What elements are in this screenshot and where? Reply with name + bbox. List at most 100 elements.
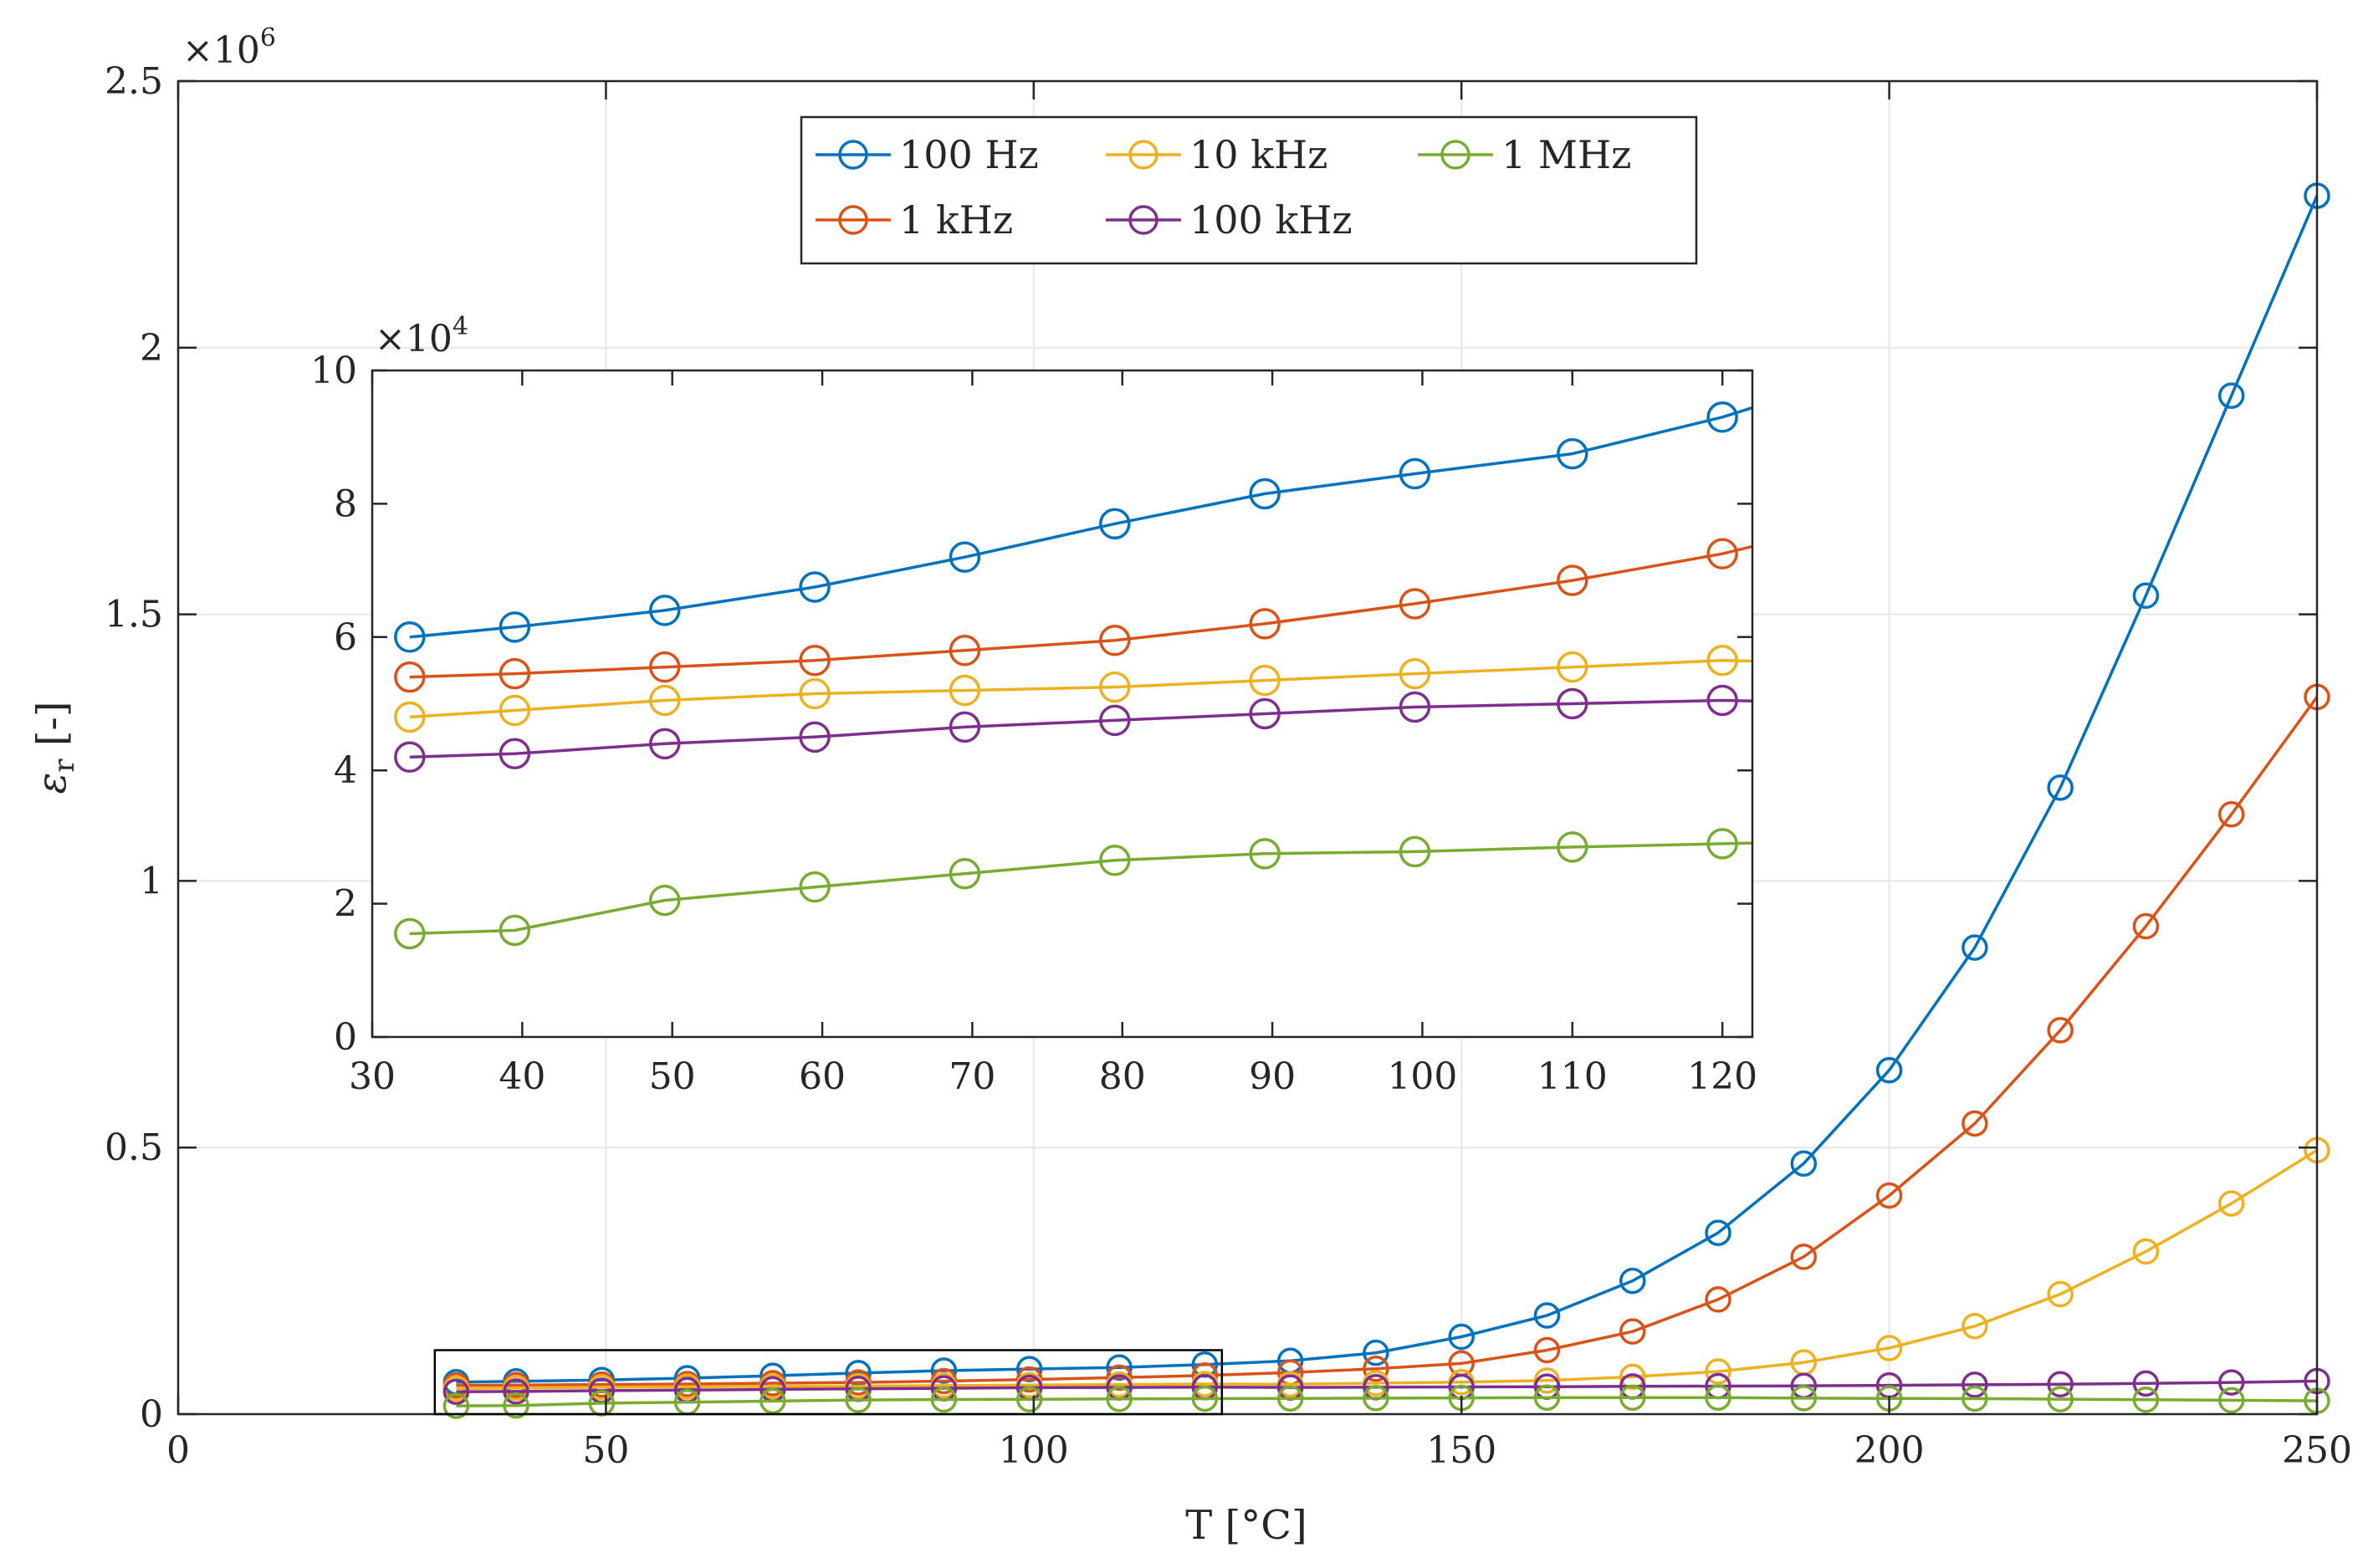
inset-point-1-khz bbox=[1099, 625, 1131, 656]
main-point-1-mhz bbox=[1619, 1384, 1646, 1411]
inset-point-100-khz bbox=[1249, 697, 1281, 730]
inset-ticks: 30 40 50 60 70 80 90 100 110 120 0 2 4 6 8 10 bbox=[310, 350, 1757, 1098]
main-y-tick-label: 0 bbox=[140, 1393, 163, 1436]
main-series-1-mhz bbox=[442, 1384, 2330, 1419]
inset-series-group bbox=[394, 401, 1753, 950]
inset-point-1-mhz bbox=[394, 917, 426, 950]
main-point-1-mhz bbox=[1015, 1386, 1043, 1413]
main-point-100-hz bbox=[1106, 1354, 1133, 1381]
main-point-10-khz bbox=[1533, 1367, 1561, 1394]
legend-item-100-hz: 100 Hz bbox=[816, 132, 1039, 177]
inset-point-10-khz bbox=[1706, 644, 1738, 677]
main-axes-box bbox=[176, 79, 2319, 1416]
inset-point-1-khz bbox=[499, 657, 531, 690]
main-point-10-khz bbox=[2047, 1280, 2074, 1308]
inset-point-10-khz bbox=[1249, 664, 1281, 697]
legend-label: 1 MHz bbox=[1501, 132, 1631, 177]
inset-x-tick-label: 30 bbox=[349, 1055, 396, 1098]
inset-point-1-mhz bbox=[1399, 835, 1431, 868]
inset-x-tick-label: 50 bbox=[649, 1055, 696, 1098]
main-point-100-hz bbox=[1533, 1302, 1561, 1329]
inset-point-10-khz bbox=[648, 684, 681, 717]
inset-point-10-khz bbox=[949, 674, 981, 707]
main-y-tick-label: 1 bbox=[140, 860, 163, 902]
inset-series-100-hz bbox=[394, 401, 1753, 653]
zoom-region-box bbox=[433, 1349, 1224, 1416]
main-x-tick-label: 100 bbox=[999, 1429, 1069, 1472]
main-point-1-khz bbox=[1961, 1110, 1988, 1137]
main-y-exponent: ×106 bbox=[182, 23, 276, 72]
inset-x-tick-label: 120 bbox=[1687, 1055, 1757, 1098]
main-point-1-mhz bbox=[2132, 1387, 2160, 1413]
main-point-1-khz bbox=[2047, 1017, 2074, 1044]
inset-point-1-mhz bbox=[1099, 845, 1131, 876]
main-point-100-hz bbox=[1705, 1219, 1731, 1246]
inset-point-10-khz bbox=[499, 694, 531, 727]
inset-point-100-hz bbox=[949, 541, 981, 573]
main-point-1-mhz bbox=[442, 1392, 470, 1419]
inset-point-100-hz bbox=[1249, 478, 1281, 510]
main-point-100-hz bbox=[1790, 1150, 1818, 1177]
legend-label: 10 kHz bbox=[1189, 132, 1327, 177]
main-point-10-khz bbox=[2217, 1190, 2245, 1217]
legend-label: 1 kHz bbox=[899, 197, 1013, 243]
main-point-10-khz bbox=[1875, 1335, 1903, 1361]
inset-y-tick-label: 0 bbox=[334, 1016, 357, 1059]
legend-box bbox=[800, 115, 1698, 265]
inset-point-1-khz bbox=[394, 661, 426, 693]
legend-item-10-khz: 10 kHz bbox=[1106, 132, 1327, 177]
inset-point-100-hz bbox=[394, 621, 426, 653]
main-point-1-mhz bbox=[1961, 1385, 1988, 1412]
inset-point-1-mhz bbox=[499, 914, 531, 947]
main-line-1-khz bbox=[456, 696, 2319, 1387]
main-point-100-khz bbox=[2047, 1371, 2074, 1398]
inset-point-100-hz bbox=[1557, 437, 1588, 470]
inset-point-1-mhz bbox=[1706, 828, 1738, 860]
inset-point-100-hz bbox=[1399, 457, 1431, 490]
legend-marker bbox=[1440, 140, 1470, 170]
main-y-axis-label: εr [-] bbox=[28, 702, 81, 794]
inset-point-100-khz bbox=[648, 728, 681, 760]
main-x-axis-label: T [°C] bbox=[1185, 1502, 1307, 1549]
inset-point-1-mhz bbox=[949, 857, 981, 890]
inset-point-100-khz bbox=[799, 721, 831, 753]
inset-line-100-khz bbox=[409, 698, 1753, 759]
legend-item-1-khz: 1 kHz bbox=[816, 197, 1013, 243]
main-y-tick-label: 1.5 bbox=[105, 594, 163, 636]
inset-x-tick-label: 100 bbox=[1387, 1055, 1457, 1098]
legend-item-100-khz: 100 kHz bbox=[1106, 197, 1353, 243]
inset-line-10-khz bbox=[409, 658, 1753, 719]
inset-point-1-khz bbox=[1399, 588, 1431, 620]
main-point-1-khz bbox=[1619, 1318, 1646, 1345]
main-y-tick-label: 2.5 bbox=[105, 60, 163, 103]
inset-point-100-khz bbox=[1399, 691, 1431, 723]
main-point-1-mhz bbox=[1790, 1385, 1818, 1412]
inset-x-tick-label: 70 bbox=[949, 1055, 995, 1098]
inset-x-tick-label: 110 bbox=[1537, 1055, 1608, 1098]
main-point-100-hz bbox=[1875, 1056, 1903, 1084]
inset-point-1-khz bbox=[799, 644, 831, 677]
main-point-1-mhz bbox=[930, 1386, 958, 1413]
main-point-1-mhz bbox=[1363, 1385, 1389, 1412]
main-point-100-khz bbox=[503, 1378, 529, 1405]
inset-point-10-khz bbox=[1099, 671, 1131, 703]
main-point-1-mhz bbox=[1276, 1385, 1304, 1412]
inset-series-10-khz bbox=[394, 644, 1753, 733]
inset-line-1-khz bbox=[409, 544, 1753, 679]
inset-series-1-khz bbox=[394, 538, 1753, 693]
inset-point-1-mhz bbox=[1557, 831, 1588, 863]
inset-point-1-khz bbox=[949, 634, 981, 667]
inset-x-tick-label: 90 bbox=[1249, 1055, 1296, 1098]
main-point-100-khz bbox=[2217, 1369, 2245, 1396]
main-x-tick-label: 50 bbox=[582, 1429, 629, 1472]
main-point-100-hz bbox=[1448, 1323, 1475, 1351]
legend-label: 100 kHz bbox=[1189, 197, 1353, 243]
inset-point-100-khz bbox=[1706, 684, 1738, 717]
main-point-100-hz bbox=[1961, 934, 1988, 961]
inset-point-1-mhz bbox=[1249, 838, 1281, 870]
inset-y-tick-label: 6 bbox=[334, 616, 357, 659]
main-point-1-mhz bbox=[503, 1392, 529, 1419]
inset-x-tick-label: 80 bbox=[1099, 1055, 1146, 1098]
main-y-tick-label: 2 bbox=[140, 327, 163, 370]
